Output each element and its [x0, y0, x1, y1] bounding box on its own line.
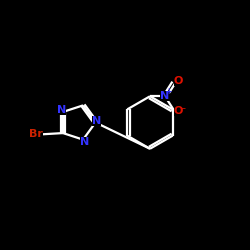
Text: Br: Br — [29, 129, 43, 139]
Text: O: O — [174, 106, 183, 116]
Text: O: O — [174, 76, 183, 86]
Text: N: N — [92, 116, 102, 126]
Text: N: N — [80, 136, 89, 146]
Text: N: N — [57, 105, 66, 115]
Text: +: + — [166, 87, 172, 96]
Text: N: N — [160, 91, 170, 101]
Text: ⁻: ⁻ — [181, 106, 186, 116]
